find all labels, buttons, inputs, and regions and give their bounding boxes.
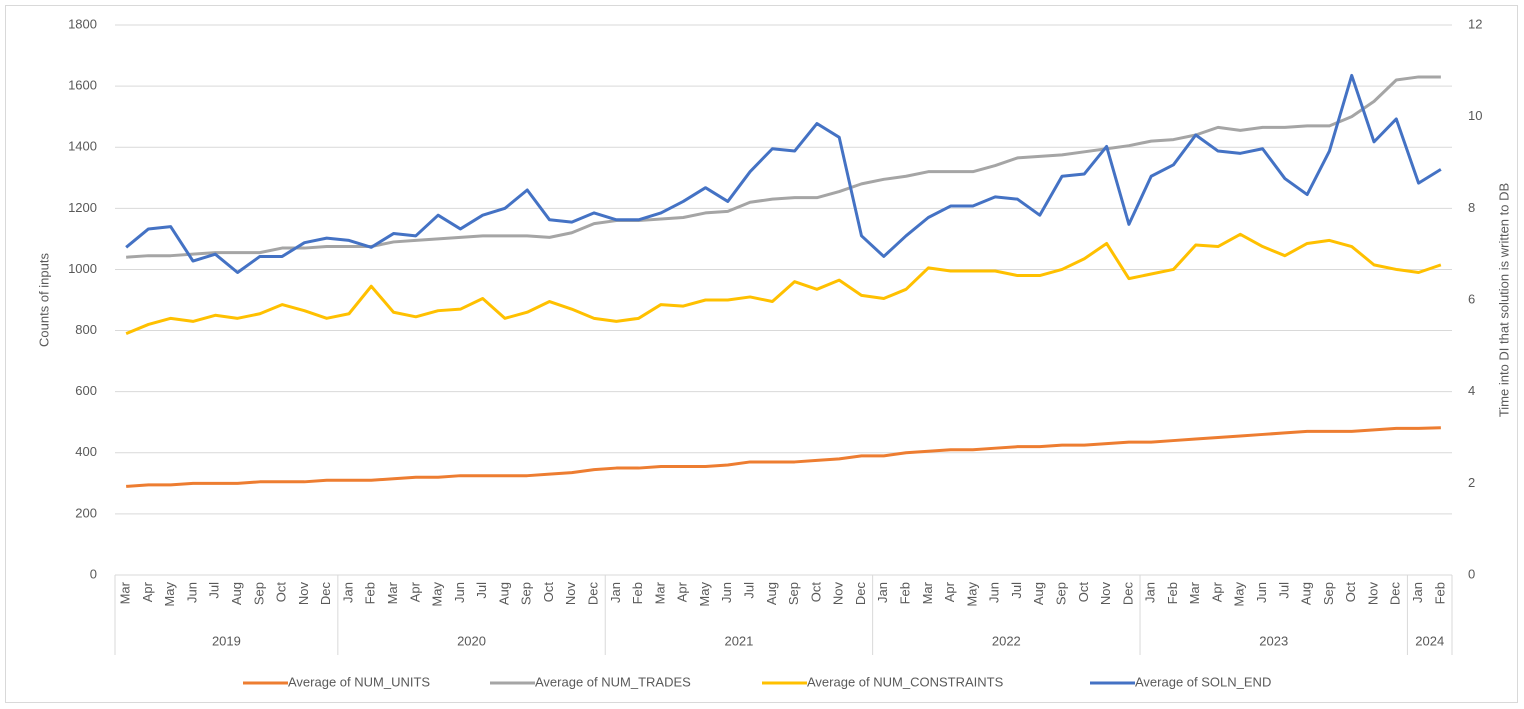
x-tick-label: Jan bbox=[1143, 582, 1158, 603]
x-tick-label: Oct bbox=[1076, 582, 1091, 603]
chart-border bbox=[5, 5, 1518, 703]
x-tick-label: Feb bbox=[1432, 582, 1447, 604]
y2-tick-label: 8 bbox=[1468, 200, 1475, 215]
y-tick-label: 0 bbox=[90, 566, 97, 581]
y-tick-label: 600 bbox=[75, 383, 97, 398]
x-tick-label: Feb bbox=[1165, 582, 1180, 604]
x-tick-label: Jun bbox=[452, 582, 467, 603]
series-line bbox=[126, 75, 1441, 259]
x-tick-label: Nov bbox=[1098, 582, 1113, 606]
x-tick-label: Jul bbox=[207, 582, 222, 599]
x-tick-label: Mar bbox=[1187, 581, 1202, 604]
x-tick-label: Dec bbox=[1120, 582, 1135, 606]
y-tick-label: 400 bbox=[75, 444, 97, 459]
x-tick-label: Dec bbox=[318, 582, 333, 606]
x-tick-label: Oct bbox=[274, 582, 289, 603]
x-tick-label: May bbox=[162, 582, 177, 607]
y2-axis-title: Time into DI that solution is written to… bbox=[1496, 183, 1511, 417]
x-tick-label: Jan bbox=[340, 582, 355, 603]
x-tick-label: Sep bbox=[519, 582, 534, 605]
y-tick-label: 1000 bbox=[68, 261, 97, 276]
x-tick-label: Sep bbox=[251, 582, 266, 605]
x-group-label: 2024 bbox=[1415, 633, 1444, 648]
x-tick-label: May bbox=[430, 582, 445, 607]
x-tick-label: Aug bbox=[1299, 582, 1314, 605]
y-tick-label: 1800 bbox=[68, 16, 97, 31]
y2-tick-label: 2 bbox=[1468, 475, 1475, 490]
x-group-label: 2022 bbox=[992, 633, 1021, 648]
x-tick-label: Aug bbox=[1031, 582, 1046, 605]
x-tick-label: Feb bbox=[897, 582, 912, 604]
x-tick-label: May bbox=[697, 582, 712, 607]
legend-label: Average of SOLN_END bbox=[1135, 674, 1271, 689]
x-tick-label: Sep bbox=[1321, 582, 1336, 605]
x-tick-label: Apr bbox=[140, 581, 155, 602]
legend-label: Average of NUM_CONSTRAINTS bbox=[807, 674, 1004, 689]
x-tick-label: Jan bbox=[875, 582, 890, 603]
x-tick-label: Nov bbox=[831, 582, 846, 606]
x-tick-label: Apr bbox=[1209, 581, 1224, 602]
x-tick-label: Dec bbox=[586, 582, 601, 606]
y-axis-title: Counts of inputs bbox=[36, 253, 51, 347]
x-tick-label: Oct bbox=[808, 582, 823, 603]
x-tick-label: Jul bbox=[1276, 582, 1291, 599]
y-tick-label: 800 bbox=[75, 322, 97, 337]
x-tick-label: Jun bbox=[1254, 582, 1269, 603]
x-tick-label: May bbox=[964, 582, 979, 607]
x-tick-label: Mar bbox=[652, 581, 667, 604]
x-tick-label: Aug bbox=[229, 582, 244, 605]
x-tick-label: Jun bbox=[987, 582, 1002, 603]
series-line bbox=[126, 426, 1441, 488]
y2-tick-label: 6 bbox=[1468, 291, 1475, 306]
series-line bbox=[125, 232, 1442, 335]
legend-label: Average of NUM_UNITS bbox=[288, 674, 430, 689]
y-tick-label: 200 bbox=[75, 505, 97, 520]
x-group-label: 2020 bbox=[457, 633, 486, 648]
x-tick-label: Jan bbox=[608, 582, 623, 603]
x-tick-label: Aug bbox=[764, 582, 779, 605]
x-tick-label: Mar bbox=[118, 581, 133, 604]
y-tick-label: 1400 bbox=[68, 139, 97, 154]
x-group-label: 2021 bbox=[724, 633, 753, 648]
x-tick-label: Jan bbox=[1410, 582, 1425, 603]
x-tick-label: Mar bbox=[385, 581, 400, 604]
x-tick-label: Jun bbox=[719, 582, 734, 603]
y2-tick-label: 10 bbox=[1468, 108, 1482, 123]
x-tick-label: Jun bbox=[184, 582, 199, 603]
x-tick-label: Feb bbox=[363, 582, 378, 604]
legend-label: Average of NUM_TRADES bbox=[535, 674, 691, 689]
x-tick-label: Jul bbox=[474, 582, 489, 599]
y2-tick-label: 4 bbox=[1468, 383, 1475, 398]
x-tick-label: May bbox=[1232, 582, 1247, 607]
x-tick-label: Nov bbox=[563, 582, 578, 606]
y-tick-label: 1600 bbox=[68, 78, 97, 93]
x-tick-label: Jul bbox=[742, 582, 757, 599]
x-tick-label: Nov bbox=[1365, 582, 1380, 606]
y-tick-label: 1200 bbox=[68, 200, 97, 215]
x-tick-label: Mar bbox=[920, 581, 935, 604]
x-tick-label: Apr bbox=[407, 581, 422, 602]
x-tick-label: Jul bbox=[1009, 582, 1024, 599]
x-tick-label: Apr bbox=[942, 581, 957, 602]
x-tick-label: Sep bbox=[786, 582, 801, 605]
y2-tick-label: 0 bbox=[1468, 566, 1475, 581]
x-group-label: 2019 bbox=[212, 633, 241, 648]
x-tick-label: Dec bbox=[1388, 582, 1403, 606]
x-tick-label: Nov bbox=[296, 582, 311, 606]
y2-tick-label: 12 bbox=[1468, 16, 1482, 31]
x-tick-label: Sep bbox=[1053, 582, 1068, 605]
x-tick-label: Apr bbox=[675, 581, 690, 602]
x-tick-label: Feb bbox=[630, 582, 645, 604]
x-tick-label: Oct bbox=[1343, 582, 1358, 603]
x-tick-label: Dec bbox=[853, 582, 868, 606]
x-group-label: 2023 bbox=[1259, 633, 1288, 648]
series-line bbox=[125, 73, 1442, 274]
x-tick-label: Oct bbox=[541, 582, 556, 603]
x-tick-label: Aug bbox=[496, 582, 511, 605]
